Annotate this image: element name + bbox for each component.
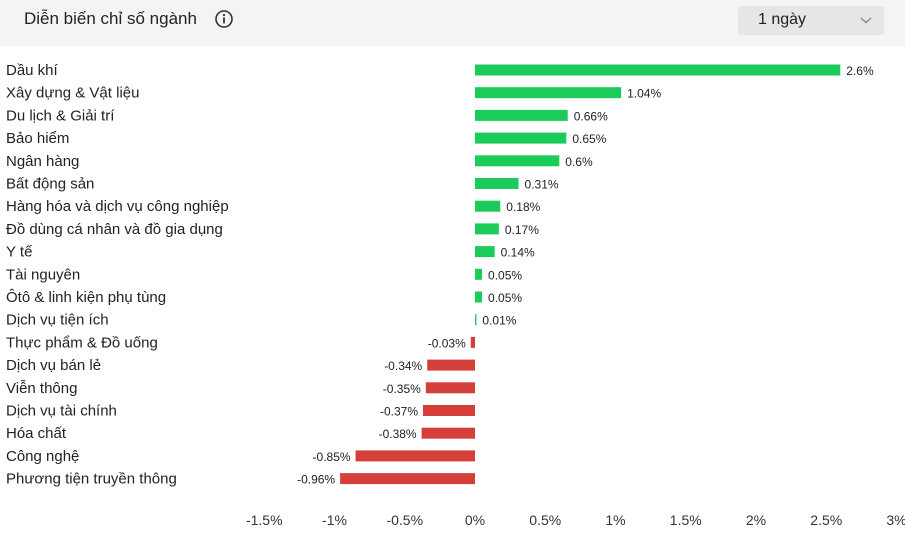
category-label: Bất động sản xyxy=(6,176,94,193)
bar xyxy=(475,155,560,167)
bar xyxy=(475,64,841,76)
value-label: -0.03% xyxy=(428,336,466,350)
value-label: -0.85% xyxy=(313,450,351,464)
x-tick-label: -0.5% xyxy=(386,512,423,528)
value-label: -0.38% xyxy=(379,427,417,441)
category-label: Dịch vụ tiện ích xyxy=(6,312,109,329)
value-label: -0.37% xyxy=(380,405,418,419)
category-label: Ôtô & linh kiện phụ tùng xyxy=(6,289,166,306)
x-tick-label: 2.5% xyxy=(810,512,842,528)
value-label: 0.01% xyxy=(482,314,516,328)
value-label: -0.96% xyxy=(297,473,335,487)
info-icon[interactable] xyxy=(214,9,234,29)
bar xyxy=(475,132,567,144)
category-label: Bảo hiểm xyxy=(6,130,69,147)
category-label: Hóa chất xyxy=(6,425,67,442)
value-label: 0.31% xyxy=(525,178,559,192)
bar xyxy=(475,268,483,280)
value-label: 2.6% xyxy=(846,64,874,78)
bar xyxy=(425,382,475,394)
category-label: Xây dựng & Vật liệu xyxy=(6,85,139,102)
x-tick-label: 3% xyxy=(886,512,905,528)
category-label: Viễn thông xyxy=(6,380,77,397)
sector-bar-chart: Dầu khí 2.6% Xây dựng & Vật liệu 1.04% Du lị… xyxy=(6,62,905,528)
bar xyxy=(475,291,483,303)
bar xyxy=(475,109,568,121)
bar xyxy=(423,405,475,416)
bar xyxy=(355,450,475,462)
category-label: Đồ dùng cá nhân và đồ gia dụng xyxy=(6,221,223,238)
x-tick-label: -1% xyxy=(322,512,347,528)
category-label: Du lịch & Giải trí xyxy=(6,107,115,124)
value-label: 0.66% xyxy=(574,109,608,123)
bar xyxy=(475,87,622,99)
bar xyxy=(427,359,475,371)
value-label: 0.17% xyxy=(505,223,539,237)
value-label: 0.6% xyxy=(565,155,593,169)
category-label: Dịch vụ bán lẻ xyxy=(6,357,101,374)
category-label: Tài nguyên xyxy=(6,266,80,283)
category-label: Dầu khí xyxy=(6,62,59,79)
header-bar: Diễn biến chỉ số ngành 1 ngày xyxy=(0,0,905,46)
x-tick-label: 0.5% xyxy=(529,512,561,528)
value-label: 0.18% xyxy=(506,200,540,214)
bar xyxy=(475,314,477,326)
bar xyxy=(475,200,501,212)
value-label: 0.05% xyxy=(488,268,522,282)
bar xyxy=(340,473,475,485)
value-label: -0.34% xyxy=(384,359,422,373)
value-label: 0.14% xyxy=(501,246,535,260)
bar xyxy=(470,336,475,348)
period-dropdown-value: 1 ngày xyxy=(758,11,807,28)
category-label: Y tế xyxy=(6,244,33,261)
value-label: 1.04% xyxy=(627,87,661,101)
x-tick-label: 1.5% xyxy=(670,512,702,528)
bar xyxy=(475,178,519,189)
chevron-down-icon xyxy=(860,17,872,24)
x-tick-label: -1.5% xyxy=(246,512,283,528)
category-label: Công nghệ xyxy=(6,448,79,465)
bar xyxy=(475,246,495,258)
value-label: 0.05% xyxy=(488,291,522,305)
category-label: Hàng hóa và dịch vụ công nghiệp xyxy=(6,198,229,215)
period-dropdown[interactable]: 1 ngày xyxy=(738,6,884,35)
value-label: 0.65% xyxy=(572,132,606,146)
x-tick-label: 2% xyxy=(746,512,766,528)
category-label: Ngân hàng xyxy=(6,153,79,170)
chart-title: Diễn biến chỉ số ngành xyxy=(24,9,197,28)
x-tick-label: 1% xyxy=(605,512,625,528)
bar xyxy=(475,223,499,235)
category-label: Thực phẩm & Đồ uống xyxy=(6,334,158,351)
value-label: -0.35% xyxy=(383,382,421,396)
category-label: Phương tiện truyền thông xyxy=(6,471,177,488)
category-label: Dịch vụ tài chính xyxy=(6,403,117,420)
bar xyxy=(421,427,475,439)
x-tick-label: 0% xyxy=(465,512,485,528)
